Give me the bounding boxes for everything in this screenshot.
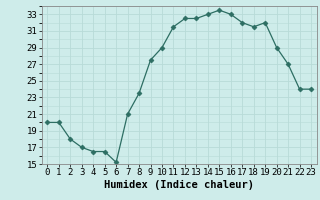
X-axis label: Humidex (Indice chaleur): Humidex (Indice chaleur) [104,180,254,190]
